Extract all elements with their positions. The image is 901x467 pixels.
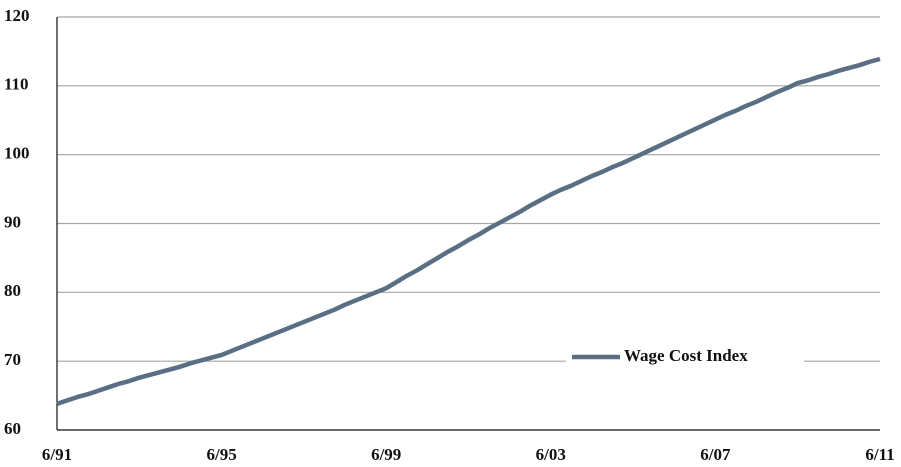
x-tick-label: 6/07 [700,445,731,464]
y-tick-label: 80 [4,281,21,300]
x-tick-label: 6/11 [865,445,894,464]
y-tick-label: 90 [4,212,21,231]
y-tick-label: 100 [4,144,30,163]
x-tick-label: 6/95 [206,445,236,464]
y-tick-label: 70 [4,350,21,369]
x-tick-label: 6/03 [536,445,566,464]
series-line [56,56,881,406]
x-tick-label: 6/91 [42,445,72,464]
y-tick-label: 120 [4,6,30,25]
x-tick-label: 6/99 [371,445,401,464]
y-tick-label: 60 [4,419,21,438]
y-tick-label: 110 [4,75,29,94]
legend-label: Wage Cost Index [624,346,748,365]
